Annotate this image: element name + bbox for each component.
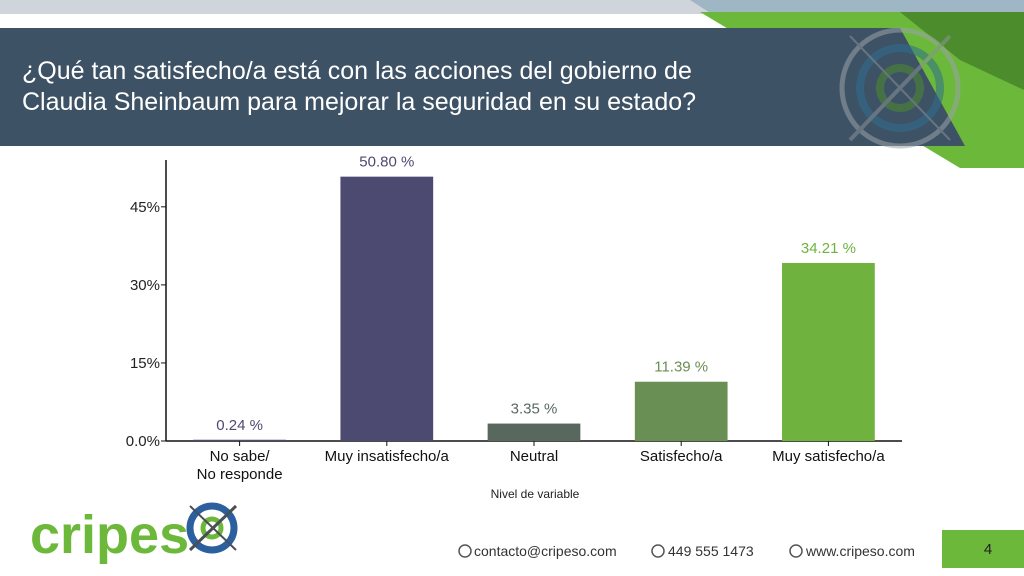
bar xyxy=(340,176,434,441)
bar xyxy=(193,439,286,441)
y-tick-label: 45% xyxy=(130,199,160,216)
globe-icon xyxy=(458,544,472,558)
slide-title-line-2: Claudia Sheinbaum para mejorar la seguri… xyxy=(22,88,696,116)
cripeso-logo: cripes xyxy=(30,502,238,565)
data-label: 3.35 % xyxy=(511,401,558,418)
y-tick-label: 30% xyxy=(130,277,160,294)
page-number: 4 xyxy=(984,541,992,558)
x-tick-label: Muy insatisfecho/a xyxy=(325,448,450,465)
data-label: 34.21 % xyxy=(801,240,856,257)
contact-phone[interactable]: 449 555 1473 xyxy=(651,543,754,559)
slide-title-line-1: ¿Qué tan satisfecho/a está con las accio… xyxy=(22,57,692,85)
dark-green-accent-shape xyxy=(900,12,1024,90)
bar-chart: 0.0% 15% 30% 45% 0.24 % No sabe/No responde 50… xyxy=(126,154,902,483)
svg-text:www.cripeso.com: www.cripeso.com xyxy=(805,543,915,559)
x-tick-label: No sabe/ xyxy=(210,448,271,465)
brand-target-icon xyxy=(186,502,238,554)
data-label: 50.80 % xyxy=(359,154,414,171)
x-axis-label: Nivel de variable xyxy=(491,487,580,501)
y-tick-label: 0.0% xyxy=(126,433,160,450)
svg-text:449 555 1473: 449 555 1473 xyxy=(668,543,754,559)
bar xyxy=(782,262,875,441)
bar xyxy=(634,381,728,441)
top-gray-bar xyxy=(0,0,760,14)
globe-icon xyxy=(789,544,803,558)
target-watermark-icon xyxy=(839,27,961,149)
x-tick-label: Muy satisfecho/a xyxy=(772,448,885,465)
contact-website[interactable]: www.cripeso.com xyxy=(789,543,915,559)
x-tick-label: Satisfecho/a xyxy=(640,448,723,465)
header-band xyxy=(0,28,880,146)
contact-email[interactable]: contacto@cripeso.com xyxy=(458,543,617,559)
y-tick-label: 15% xyxy=(130,355,160,372)
bar xyxy=(487,423,581,441)
header-band-edge xyxy=(860,28,965,146)
data-label: 0.24 % xyxy=(216,417,263,434)
x-tick-label: No responde xyxy=(197,466,283,483)
page-number-box xyxy=(942,530,1024,568)
data-label: 11.39 % xyxy=(654,359,708,376)
svg-text:contacto@cripeso.com: contacto@cripeso.com xyxy=(474,543,617,559)
brand-name: cripes xyxy=(30,505,189,565)
x-tick-label: Neutral xyxy=(510,448,558,465)
globe-icon xyxy=(651,544,665,558)
